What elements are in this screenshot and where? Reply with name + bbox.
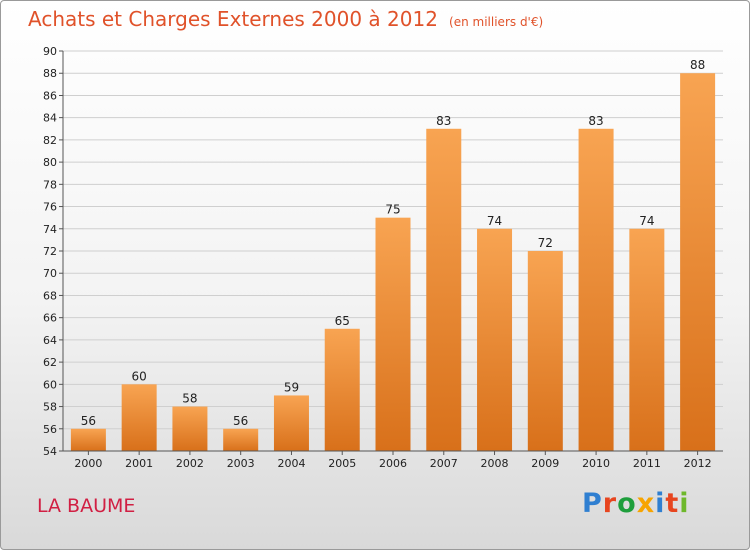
bar-2000 [70,428,106,451]
bar-2004 [273,395,309,451]
x-tick-label: 2011 [633,457,661,470]
bar-value-label: 83 [436,114,451,128]
bar-value-label: 74 [639,214,654,228]
axes: 54 56 58 60 62 64 66 68 70 72 74 76 78 80 82 84 86 88 90 20… [43,45,723,470]
logo-letter: i [679,488,690,519]
y-tick-label: 84 [43,112,57,125]
x-tick-label: 2001 [125,457,153,470]
bar-value-label: 58 [182,392,197,406]
y-tick-label: 66 [43,312,57,325]
bar-2012 [680,73,716,451]
y-tick-label: 70 [43,267,57,280]
y-tick-label: 74 [43,223,57,236]
y-tick-label: 54 [43,445,57,458]
bar-2008 [477,228,513,451]
x-tick-label: 2006 [379,457,407,470]
chart-title: Achats et Charges Externes 2000 à 2012 (… [28,7,543,31]
y-tick-label: 86 [43,89,57,102]
bar-value-label: 59 [284,380,299,394]
bar-value-label: 83 [588,114,603,128]
x-tick-label: 2009 [531,457,559,470]
x-tick-label: 2010 [582,457,610,470]
x-tick-label: 2005 [328,457,356,470]
place-name: LA BAUME [37,495,136,517]
bar-value-label: 60 [132,369,147,383]
bar-value-label: 65 [335,314,350,328]
y-tick-label: 80 [43,156,57,169]
bar-2010 [578,128,614,451]
bar-2009 [527,251,563,451]
x-tick-label: 2004 [277,457,305,470]
chart-unit: (en milliers d'€) [449,15,544,29]
x-tick-label: 2000 [74,457,102,470]
bar-value-label: 74 [487,214,502,228]
chart-title-text: Achats et Charges Externes 2000 à 2012 [28,7,438,31]
y-tick-label: 62 [43,356,57,369]
y-tick-label: 78 [43,178,57,191]
x-tick-label: 2008 [481,457,509,470]
logo-letter: P [582,488,603,519]
bar-2006 [375,217,411,451]
y-tick-label: 60 [43,378,57,391]
y-tick-label: 64 [43,334,57,347]
bar-2003 [223,428,259,451]
bar-value-label: 88 [690,58,705,72]
x-tick-label: 2002 [176,457,204,470]
bar-value-label: 56 [81,414,96,428]
y-tick-label: 82 [43,134,57,147]
bar-value-label: 75 [385,203,400,217]
y-tick-label: 90 [43,45,57,58]
bar-2007 [426,128,462,451]
bar-2011 [629,228,665,451]
y-tick-label: 76 [43,201,57,214]
x-tick-label: 2012 [684,457,712,470]
bars: 56 60 58 56 59 65 75 83 74 72 83 74 88 [70,58,716,451]
y-tick-label: 56 [43,423,57,436]
logo-letter: o [617,488,637,519]
y-tick-label: 68 [43,289,57,302]
bar-2002 [172,406,208,451]
x-tick-label: 2003 [227,457,255,470]
logo-letter: i [655,488,666,519]
bar-value-label: 72 [538,236,553,250]
y-tick-label: 72 [43,245,57,258]
bar-2005 [324,328,360,451]
y-tick-label: 58 [43,401,57,414]
y-tick-label: 88 [43,67,57,80]
logo-letter: x [636,488,656,519]
bar-value-label: 56 [233,414,248,428]
logo-letter: t [665,488,680,519]
proxiti-logo[interactable]: Proxiti [582,488,690,519]
x-tick-label: 2007 [430,457,458,470]
bar-2001 [121,384,157,451]
logo-letter: r [602,488,618,519]
